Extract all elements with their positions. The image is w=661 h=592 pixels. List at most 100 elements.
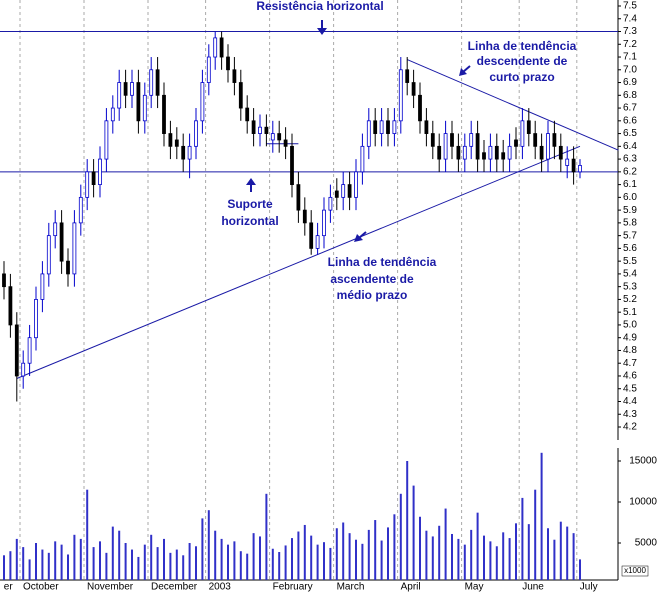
annotation: Resistência horizontal bbox=[256, 0, 383, 13]
annotations: Resistência horizontal Suporte horizonta… bbox=[221, 0, 576, 302]
arrow-head bbox=[246, 178, 256, 185]
volume-bar bbox=[335, 528, 338, 580]
candle-body bbox=[270, 133, 275, 141]
candle-body bbox=[411, 82, 416, 96]
volume-bar bbox=[419, 516, 421, 580]
y-tick-label: 7.2 bbox=[623, 39, 637, 50]
annotation: ascendente de bbox=[330, 272, 414, 286]
volume-bar bbox=[310, 535, 313, 580]
y-tick-label: 5.0 bbox=[623, 320, 637, 331]
x-tick-label: July bbox=[580, 582, 598, 592]
y-tick-label: 5.7 bbox=[623, 230, 637, 241]
candle-body bbox=[59, 222, 64, 262]
candle-body bbox=[14, 324, 19, 377]
y-tick-label: 5.1 bbox=[623, 307, 637, 318]
y-tick-label: 5.3 bbox=[623, 281, 637, 292]
volume-bar bbox=[495, 546, 498, 580]
candle-body bbox=[277, 133, 282, 141]
candle-body bbox=[213, 37, 218, 58]
candle-body bbox=[379, 120, 384, 134]
volume-bar bbox=[105, 552, 108, 580]
volume-bar bbox=[355, 539, 357, 580]
candle-body bbox=[514, 139, 518, 147]
candle-body bbox=[424, 120, 429, 134]
y-tick-label: 4.5 bbox=[623, 383, 637, 394]
y-tick-label: 6.1 bbox=[623, 179, 637, 190]
volume-bar bbox=[54, 541, 57, 580]
candle-body bbox=[78, 196, 83, 224]
volume-bar bbox=[476, 512, 479, 580]
volume-bar bbox=[252, 533, 255, 580]
candle-body bbox=[354, 171, 358, 198]
candle-body bbox=[136, 82, 141, 122]
y-tick-label: 6.4 bbox=[623, 141, 637, 152]
annotation: horizontal bbox=[221, 214, 278, 228]
candle-body bbox=[565, 158, 570, 166]
volume-bar bbox=[188, 543, 191, 580]
annotation: descendente de bbox=[477, 54, 568, 68]
candle-body bbox=[430, 133, 435, 147]
candle-body bbox=[456, 145, 461, 160]
candle-body bbox=[110, 107, 115, 122]
volume-bar bbox=[259, 536, 261, 580]
volume-bar bbox=[323, 542, 325, 580]
candle-body bbox=[386, 120, 390, 134]
candle-body bbox=[469, 133, 474, 147]
x-tick-label: 2003 bbox=[209, 582, 232, 592]
volume-bar bbox=[156, 547, 159, 580]
candle-body bbox=[290, 145, 294, 186]
volume-bar bbox=[559, 521, 562, 580]
volume-bar bbox=[297, 531, 300, 580]
candle-body bbox=[558, 145, 563, 160]
x-tick-label: December bbox=[151, 582, 198, 592]
candle-body bbox=[194, 120, 198, 147]
volume-bar bbox=[3, 555, 5, 580]
candle-body bbox=[91, 171, 96, 186]
volume-bar bbox=[451, 533, 453, 580]
candle-body bbox=[123, 82, 128, 96]
candle-body bbox=[149, 69, 154, 96]
candle-body bbox=[130, 82, 134, 96]
arrow-head bbox=[459, 68, 467, 76]
volume-bar bbox=[425, 530, 428, 580]
candle-body bbox=[328, 196, 333, 211]
y-tick-label: 7.1 bbox=[623, 52, 637, 63]
volume-bar bbox=[278, 552, 281, 580]
volume-bar bbox=[271, 548, 274, 580]
y-tick-label: 6.3 bbox=[623, 154, 637, 165]
x-tick-label: November bbox=[87, 582, 134, 592]
y-tick-label: 4.9 bbox=[623, 332, 637, 343]
candle-body bbox=[488, 145, 493, 160]
y-tick-label: 6.0 bbox=[623, 192, 637, 203]
volume-bar bbox=[329, 547, 332, 580]
arrow bbox=[358, 231, 367, 239]
volume-bar bbox=[547, 528, 549, 580]
volume-bar bbox=[22, 547, 25, 580]
candle-body bbox=[104, 120, 109, 160]
y-tick-label: 5.4 bbox=[623, 269, 637, 280]
volume-bar bbox=[316, 544, 319, 580]
candle-body bbox=[418, 94, 422, 122]
volume-bar bbox=[143, 544, 146, 580]
candle-body bbox=[53, 222, 58, 237]
candle-body bbox=[117, 82, 122, 109]
y2-tick-label: 5000 bbox=[635, 538, 658, 549]
candle-body bbox=[98, 158, 102, 186]
y-tick-label: 7.3 bbox=[623, 26, 637, 37]
volume-bar bbox=[214, 530, 217, 580]
candle-body bbox=[21, 362, 26, 377]
volume-bar bbox=[47, 552, 50, 580]
candle-body bbox=[520, 120, 525, 147]
y-tick-label: 4.2 bbox=[623, 422, 637, 433]
candle-body bbox=[142, 94, 147, 122]
volume-bar bbox=[73, 534, 76, 580]
volume-bar bbox=[233, 541, 236, 580]
volume-bar bbox=[579, 559, 581, 580]
x-tick-label: May bbox=[465, 582, 484, 592]
volume-bar bbox=[534, 489, 537, 580]
volume-bar bbox=[572, 533, 575, 580]
candle-body bbox=[373, 120, 378, 134]
candle-body bbox=[72, 222, 77, 275]
volume-bar bbox=[175, 549, 178, 580]
volume-bar bbox=[553, 539, 556, 580]
